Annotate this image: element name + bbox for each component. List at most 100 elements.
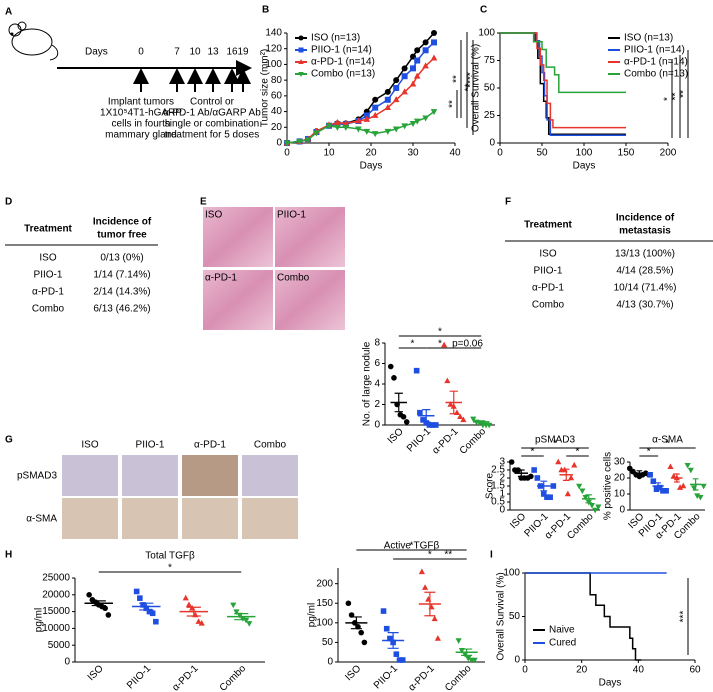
image-column-label: Combo: [254, 440, 287, 451]
point: [417, 409, 423, 416]
y-tick-label: 100: [478, 28, 495, 39]
point: [547, 494, 553, 500]
image-label: ISO: [205, 210, 222, 221]
error-bar: [394, 392, 403, 413]
image-row-label: pSMAD3: [17, 471, 57, 482]
point: [401, 65, 408, 72]
error-bar: [461, 648, 473, 656]
point: [422, 115, 429, 122]
x-tick-label: ISO: [386, 426, 406, 446]
point: [325, 123, 333, 130]
point: [540, 491, 547, 497]
point: [582, 494, 589, 501]
image-row-label: α-SMA: [26, 514, 57, 525]
point: [422, 62, 429, 69]
significance-label: p=0.06: [452, 339, 483, 350]
point: [392, 126, 400, 133]
error-bar: [585, 494, 593, 504]
point: [697, 494, 704, 501]
point: [431, 30, 437, 36]
point: [230, 602, 237, 609]
timeline-note: treatment for 5 doses: [165, 130, 260, 141]
y-tick-label: 0: [374, 420, 380, 431]
legend-marker: [298, 59, 304, 64]
significance-label: *: [411, 339, 415, 350]
point: [384, 88, 391, 95]
point: [384, 96, 391, 103]
image-column-label: α-PD-1: [194, 440, 226, 451]
point: [363, 112, 370, 119]
significance-label: ***: [679, 611, 690, 623]
point: [105, 612, 112, 618]
point: [544, 494, 550, 500]
y-axis-label: % positive cells: [603, 452, 614, 520]
table-header: Treatment: [24, 224, 72, 235]
y-tick-label: 2: [499, 473, 505, 484]
x-tick-label: α-PD-1: [430, 426, 461, 457]
point: [380, 608, 387, 614]
error-bar: [540, 480, 548, 492]
point: [195, 618, 202, 624]
point: [430, 109, 438, 116]
timeline-note: α-PD-1 Ab/αGARP Ab: [163, 108, 261, 119]
x-tick-label: PIIO-1: [405, 426, 434, 455]
table-header: metastasis: [619, 226, 671, 237]
ihc-image: [242, 498, 298, 539]
timeline-note: Control or: [190, 97, 235, 108]
error-bar: [424, 591, 436, 617]
x-tick-label: 150: [618, 148, 635, 159]
x-tick-label: 10: [323, 148, 335, 159]
point: [414, 57, 421, 64]
table-cell: 4/13 (30.7%): [616, 300, 673, 311]
ihc-image: [182, 455, 238, 496]
error-bar: [387, 632, 399, 649]
point: [700, 483, 707, 490]
x-tick-label: 0: [284, 148, 290, 159]
significance-label: *: [531, 447, 535, 458]
table-cell: Combo: [32, 304, 65, 315]
legend-label: Cured: [549, 638, 576, 649]
significance-label: **: [464, 84, 475, 92]
ihc-image: [62, 455, 118, 496]
significance-label: ****: [466, 72, 477, 88]
point: [410, 65, 416, 72]
table-header: Treatment: [524, 220, 572, 231]
x-axis-label: Days: [573, 161, 596, 172]
significance-label: **: [444, 550, 452, 561]
point: [361, 639, 368, 646]
x-tick-label: 60: [689, 665, 701, 676]
point: [383, 625, 390, 632]
point: [579, 488, 586, 495]
ihc-image: [62, 498, 118, 539]
day-label: 7: [174, 47, 180, 58]
y-tick-label: 0: [327, 657, 333, 668]
legend-label: Combo (n=13): [624, 69, 688, 80]
error-bar: [186, 606, 201, 617]
ihc-image: [242, 455, 298, 496]
point: [401, 73, 408, 80]
y-axis-label: No. of large nodule: [362, 341, 373, 426]
point: [429, 422, 436, 428]
panel-label: G: [5, 435, 13, 446]
x-tick-label: Combo: [458, 426, 489, 457]
x-axis-label: Days: [360, 161, 383, 172]
y-tick-label: 20: [271, 122, 283, 133]
y-axis-label: Overall Survival (%): [496, 572, 507, 660]
significance-label: **: [448, 100, 459, 108]
y-tick-label: 1.5: [491, 481, 505, 492]
day-label: 10: [189, 47, 201, 58]
point: [433, 422, 439, 428]
point: [421, 584, 429, 590]
x-axis-label: Days: [599, 678, 622, 689]
chart-title: Active TGFβ: [384, 541, 440, 552]
significance-label: **: [679, 90, 690, 98]
point: [371, 131, 379, 138]
series-line: [500, 32, 626, 135]
point: [684, 462, 691, 469]
error-bar: [477, 420, 486, 424]
point: [414, 47, 421, 54]
significance-label: *: [168, 563, 172, 574]
panel-label: H: [5, 550, 12, 561]
x-tick-label: Combo: [218, 663, 249, 692]
